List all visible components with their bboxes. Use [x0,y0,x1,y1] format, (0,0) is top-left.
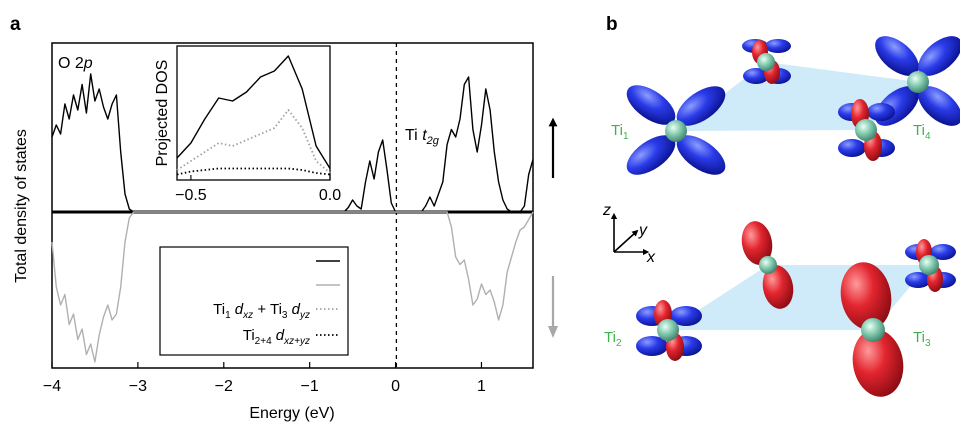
x-tick-label: −3 [129,378,147,395]
inset-series-line-ti2-4-dxz-yz [176,167,331,176]
site-label-ti1: Ti1 [611,122,629,142]
y-axis-title: Total density of states [13,129,30,283]
dos-plot-frame [51,42,534,369]
inset-frame [176,45,331,181]
panel-letter-a: a [10,14,21,35]
x-axis-label: x [646,249,656,266]
series-line-total-down [51,211,534,363]
inset-x-tick-label: 0.0 [319,187,341,204]
orbital-ti2 [636,300,702,361]
legend-box [159,246,349,356]
ti-t2g-label: Ti t2g [405,127,440,147]
o2p-label: O 2p [58,55,93,72]
series-line-total-up [51,73,534,213]
coordinate-axes: z y x [602,202,656,266]
inset-x-tick-label: −0.5 [175,187,207,204]
orbital-diagram: Ti1 Ti4 Ti2 Ti3 z y x [602,36,960,397]
x-axis-title: Energy (eV) [249,405,334,422]
orbital-ti3 [840,262,904,397]
orbital-top-right-front [838,99,895,161]
panel-letter-b: b [606,14,618,35]
orbital-ti1 [626,85,726,175]
legend-label-ti1-ti3: Ti1 dxz + Ti3 dyz [213,301,310,321]
spin-down-arrow-head [548,326,558,338]
legend: Ti1 dxz + Ti3 dyz Ti2+4 dxz+yz [159,246,349,356]
x-tick-label: −1 [301,378,319,395]
orbital-bottom-center [741,221,794,309]
site-label-ti4: Ti4 [913,122,931,142]
orbital-top-center [742,39,791,84]
x-tick-label: −4 [43,378,61,395]
projected-dos-inset: −0.5 0.0 Projected DOS [154,45,341,204]
inset-series-line-total-up [176,55,331,169]
y-axis-label: y [638,222,648,239]
site-label-ti3: Ti3 [913,329,931,349]
inset-y-axis-title: Projected DOS [154,60,171,167]
x-tick-label: −2 [215,378,233,395]
x-tick-label: 1 [477,378,486,395]
legend-label-ti2-4: Ti2+4 dxz+yz [243,327,310,347]
site-label-ti2: Ti2 [604,329,622,349]
x-tick-label: 0 [391,378,400,395]
inset-series-line-ti1-dxz-ti3-dyz [176,109,331,174]
z-axis-label: z [602,202,611,219]
orbital-bottom-right [905,239,956,292]
y-axis-arrow [613,229,639,253]
dos-chart: −4 −3 −2 −1 0 1 O 2p Ti t2g Energy (eV) Total… [13,42,558,422]
